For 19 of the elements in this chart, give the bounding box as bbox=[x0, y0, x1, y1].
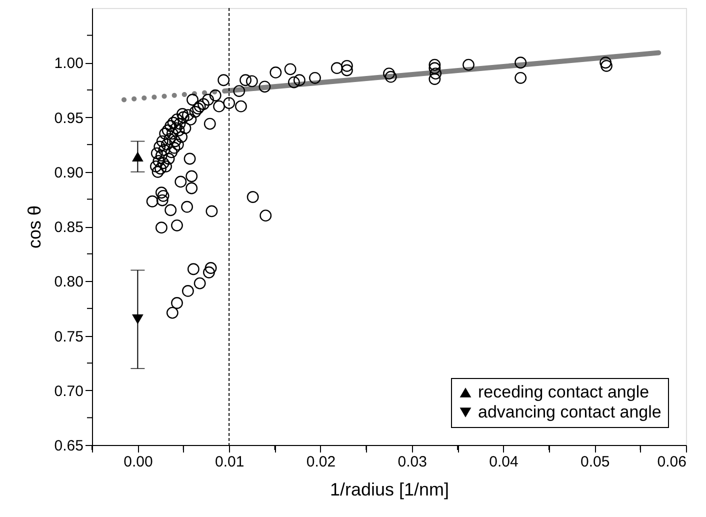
x-tick-label: 0.02 bbox=[306, 454, 336, 470]
y-tick-label: 0.80 bbox=[54, 274, 84, 291]
y-axis-title: cos θ bbox=[24, 205, 44, 249]
x-tick-label: 0.04 bbox=[489, 454, 518, 470]
y-tick-label: 1.00 bbox=[54, 55, 84, 72]
y-tick-label: 0.65 bbox=[54, 438, 84, 454]
x-tick-label: 0.03 bbox=[398, 454, 427, 470]
x-axis-title: 1/radius [1/nm] bbox=[330, 480, 450, 500]
x-tick-label: 0.00 bbox=[124, 454, 153, 470]
x-tick-label: 0.01 bbox=[214, 454, 244, 470]
x-tick-label: 0.05 bbox=[580, 454, 610, 470]
legend-label: advancing contact angle bbox=[478, 402, 662, 422]
y-tick-label: 0.95 bbox=[54, 110, 84, 127]
x-tick-label: 0.06 bbox=[657, 454, 686, 470]
y-tick-label: 0.75 bbox=[54, 328, 84, 346]
y-tick-label: 0.70 bbox=[54, 382, 84, 400]
y-tick-label: 0.90 bbox=[54, 164, 84, 182]
y-tick-label: 0.85 bbox=[54, 219, 84, 236]
legend-label: receding contact angle bbox=[478, 382, 650, 402]
